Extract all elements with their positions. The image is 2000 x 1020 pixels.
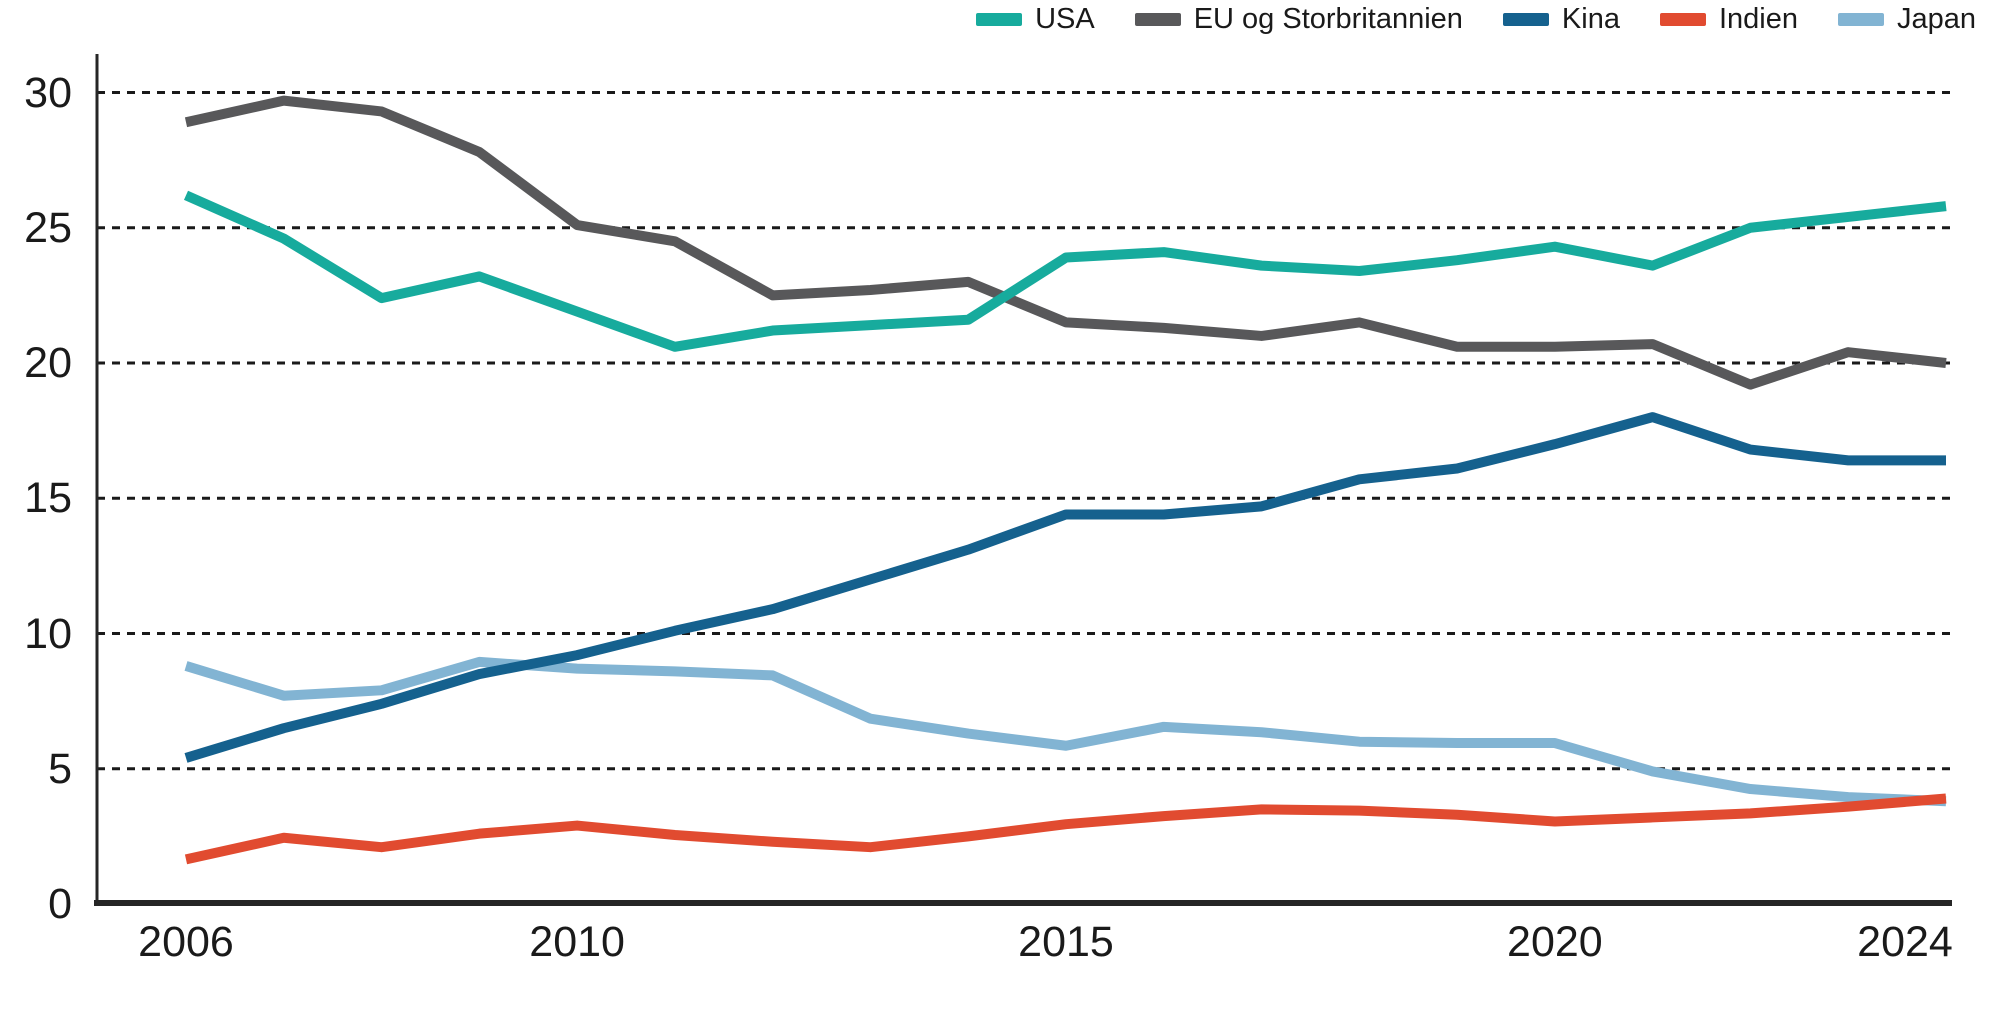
legend-label-kina: Kina (1561, 3, 1620, 35)
y-tick-label-20: 20 (24, 339, 72, 387)
y-tick-label-5: 5 (48, 744, 72, 793)
series-line-japan (184, 656, 1947, 807)
legend-label-eu-og-storbritannien: EU og Storbritannien (1193, 3, 1463, 35)
x-tick-label-2006: 2006 (138, 918, 234, 966)
legend-item-japan: Japan (1837, 3, 1976, 36)
y-tick-label-30: 30 (24, 68, 72, 117)
legend-label-japan: Japan (1896, 3, 1976, 35)
x-tick-label-2020: 2020 (1507, 918, 1603, 966)
series-line-kina (184, 412, 1946, 763)
series-line-eu-og-storbritannien (184, 95, 1947, 390)
x-tick-label-2024: 2024 (1857, 918, 1953, 966)
legend-label-usa: USA (1035, 3, 1095, 35)
legend-item-indien: Indien (1659, 3, 1798, 36)
x-tick-label-2010: 2010 (529, 918, 625, 966)
legend-swatch-indien (1659, 13, 1706, 26)
legend-item-usa: USA (976, 3, 1095, 36)
legend: USA EU og Storbritannien Kina Indien Japan (976, 3, 1976, 36)
legend-swatch-kina (1502, 13, 1549, 26)
legend-label-indien: Indien (1718, 3, 1798, 35)
legend-swatch-eu-og-storbritannien (1134, 13, 1181, 26)
x-tick-label-2015: 2015 (1018, 918, 1114, 966)
legend-swatch-japan (1837, 13, 1884, 26)
y-tick-label-25: 25 (24, 203, 72, 252)
y-tick-label-10: 10 (24, 609, 72, 658)
y-tick-label-15: 15 (24, 474, 72, 523)
legend-item-kina: Kina (1502, 3, 1620, 36)
legend-item-eu-og-storbritannien: EU og Storbritannien (1134, 3, 1463, 36)
series-line-usa (183, 190, 1947, 352)
y-tick-label-0: 0 (48, 880, 72, 928)
series-line-indien (184, 793, 1947, 865)
legend-swatch-usa (976, 13, 1023, 26)
